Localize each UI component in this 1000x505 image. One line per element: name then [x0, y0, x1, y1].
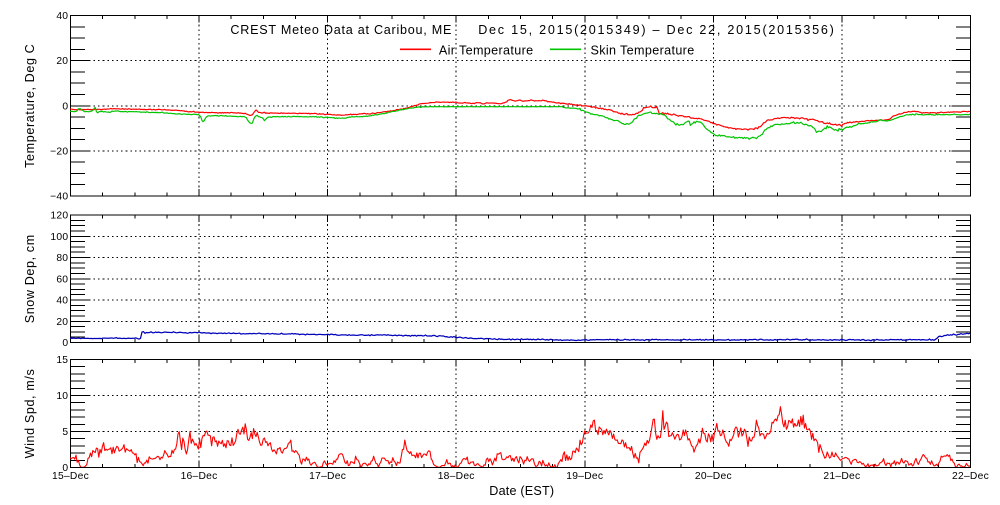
svg-text:15: 15: [56, 355, 68, 366]
svg-text:120: 120: [50, 211, 68, 222]
svg-text:20: 20: [56, 56, 68, 67]
svg-text:−20: −20: [50, 146, 68, 157]
svg-text:0: 0: [62, 463, 68, 474]
svg-text:10: 10: [56, 391, 68, 402]
svg-text:15–Dec: 15–Dec: [52, 471, 89, 482]
svg-text:19–Dec: 19–Dec: [566, 471, 603, 482]
svg-text:22–Dec: 22–Dec: [952, 471, 989, 482]
svg-text:Air Temperature: Air Temperature: [439, 43, 534, 57]
svg-text:0: 0: [62, 338, 68, 349]
svg-text:Wind Spd, m/s: Wind Spd, m/s: [23, 369, 37, 459]
svg-text:Skin Temperature: Skin Temperature: [591, 43, 695, 57]
svg-text:Dec 15, 2015(2015349) – Dec 22: Dec 15, 2015(2015349) – Dec 22, 2015(201…: [478, 23, 835, 37]
svg-text:CREST Meteo Data at Caribou, M: CREST Meteo Data at Caribou, ME: [230, 23, 452, 37]
svg-text:16–Dec: 16–Dec: [181, 471, 218, 482]
svg-text:0: 0: [62, 101, 68, 112]
svg-text:80: 80: [56, 253, 68, 264]
svg-text:Date (EST): Date (EST): [489, 484, 554, 498]
svg-text:Temperature, Deg C: Temperature, Deg C: [23, 44, 37, 168]
svg-text:20–Dec: 20–Dec: [695, 471, 732, 482]
svg-text:−40: −40: [50, 192, 68, 203]
svg-text:20: 20: [56, 317, 68, 328]
svg-text:40: 40: [56, 296, 68, 307]
svg-text:17–Dec: 17–Dec: [309, 471, 346, 482]
svg-text:21–Dec: 21–Dec: [823, 471, 860, 482]
svg-text:100: 100: [50, 232, 68, 243]
svg-text:5: 5: [62, 427, 68, 438]
svg-text:40: 40: [56, 11, 68, 22]
svg-text:60: 60: [56, 274, 68, 285]
svg-text:18–Dec: 18–Dec: [438, 471, 475, 482]
svg-text:Snow Dep, cm: Snow Dep, cm: [23, 234, 37, 323]
